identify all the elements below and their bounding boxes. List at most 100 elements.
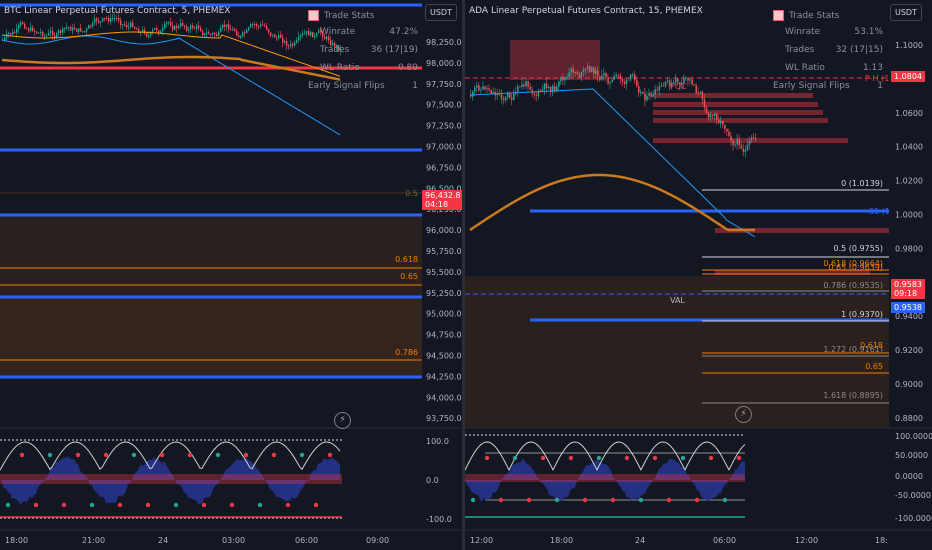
candle bbox=[695, 85, 697, 93]
candle bbox=[304, 33, 306, 35]
candle bbox=[272, 34, 274, 36]
candle bbox=[98, 20, 100, 23]
candle bbox=[78, 28, 80, 33]
currency-button[interactable]: USDT bbox=[425, 4, 457, 21]
ada-chart-canvas[interactable]: POC P-H (1. VAL S1 (1. 0 (1.0139) 0.5 (0.9755… bbox=[465, 0, 932, 550]
btc-chart-panel[interactable]: 0.5 0.618 0.65 0.786 98,250.0 98,000.0 97,750.… bbox=[0, 0, 462, 550]
ada-trade-stats: Trade Stats Winrate 53.1% Trades 32 (17|15… bbox=[773, 10, 883, 99]
candle bbox=[258, 26, 260, 28]
price-axis-label: 1.0600 bbox=[895, 109, 923, 118]
candle bbox=[748, 140, 751, 145]
candle bbox=[44, 35, 46, 37]
candle bbox=[134, 27, 136, 29]
candle bbox=[330, 40, 332, 46]
candle bbox=[126, 24, 128, 28]
flash-icon[interactable]: ⚡ bbox=[334, 412, 351, 429]
candle bbox=[252, 23, 254, 25]
candle bbox=[218, 32, 220, 37]
candle bbox=[220, 28, 222, 33]
candle bbox=[470, 95, 472, 97]
candle bbox=[486, 88, 488, 90]
flash-icon[interactable]: ⚡ bbox=[735, 406, 752, 423]
candle bbox=[62, 28, 64, 33]
candle bbox=[54, 35, 56, 38]
candle bbox=[521, 84, 523, 87]
candle bbox=[320, 30, 322, 32]
candle bbox=[284, 41, 286, 43]
candle bbox=[108, 18, 110, 22]
candle bbox=[611, 79, 613, 83]
currency-button[interactable]: USDT bbox=[890, 4, 922, 21]
candle bbox=[482, 86, 484, 90]
candle bbox=[533, 93, 536, 96]
candle bbox=[679, 82, 681, 85]
candle bbox=[256, 24, 258, 27]
candle bbox=[513, 93, 515, 100]
candle bbox=[726, 128, 728, 132]
val-price-tag: 0.9538 bbox=[891, 302, 925, 313]
osc-mid-band bbox=[465, 474, 745, 482]
candle bbox=[543, 83, 546, 90]
osc-dot bbox=[694, 497, 700, 503]
panel-divider[interactable] bbox=[462, 0, 465, 550]
candle bbox=[338, 45, 340, 51]
candle bbox=[677, 78, 679, 83]
price-axis-label: 93,750.0 bbox=[426, 414, 462, 423]
supply-block bbox=[653, 93, 813, 98]
candle bbox=[46, 35, 48, 37]
candle bbox=[184, 25, 186, 27]
candle bbox=[537, 90, 540, 96]
candle bbox=[545, 83, 548, 89]
osc-wave bbox=[0, 455, 340, 505]
osc-dot bbox=[498, 497, 504, 503]
price-axis-label: 95,000.0 bbox=[426, 310, 462, 319]
candle bbox=[82, 31, 84, 33]
osc-dot bbox=[19, 452, 25, 458]
candle bbox=[186, 26, 188, 31]
candle bbox=[276, 37, 278, 39]
osc-axis-label: 100.0000 bbox=[895, 432, 932, 441]
osc-dot bbox=[554, 497, 560, 503]
candle bbox=[488, 88, 490, 90]
osc-dot bbox=[512, 455, 518, 461]
osc-dot bbox=[484, 455, 490, 461]
candle bbox=[168, 22, 170, 24]
osc-dot bbox=[117, 502, 123, 508]
candle bbox=[214, 32, 216, 35]
candle bbox=[260, 24, 262, 27]
osc-dot bbox=[638, 497, 644, 503]
ma-slow-line bbox=[1, 55, 341, 81]
osc-dot bbox=[526, 497, 532, 503]
candle bbox=[310, 31, 312, 36]
candle bbox=[564, 78, 566, 81]
candle bbox=[264, 25, 266, 27]
candle bbox=[752, 137, 755, 139]
candle bbox=[675, 78, 677, 83]
wl-ratio-value: 1.13 bbox=[862, 63, 883, 73]
candle bbox=[136, 28, 138, 30]
candle bbox=[50, 31, 52, 34]
ada-chart-panel[interactable]: POC P-H (1. VAL S1 (1. 0 (1.0139) 0.5 (0.9755… bbox=[465, 0, 932, 550]
osc-dot bbox=[89, 502, 95, 508]
candle bbox=[658, 86, 661, 91]
supply-block bbox=[653, 102, 818, 107]
val-label: VAL bbox=[670, 296, 685, 305]
candle bbox=[640, 91, 642, 93]
ma-mid-line bbox=[1, 31, 341, 77]
candle bbox=[334, 43, 336, 47]
winrate-label: Winrate bbox=[320, 27, 356, 37]
osc-dot bbox=[61, 502, 67, 508]
candle bbox=[609, 82, 611, 84]
candle bbox=[118, 18, 120, 21]
candle bbox=[100, 21, 102, 23]
osc-wave bbox=[465, 458, 745, 502]
trades-value: 36 (17|19) bbox=[370, 45, 418, 55]
price-axis-label: 0.9400 bbox=[895, 312, 923, 321]
btc-chart-canvas[interactable]: 0.5 0.618 0.65 0.786 98,250.0 98,000.0 97,750.… bbox=[0, 0, 462, 550]
time-axis-label: 21:00 bbox=[82, 536, 105, 545]
candle bbox=[232, 29, 234, 31]
price-axis-label: 94,000.0 bbox=[426, 393, 462, 402]
candle bbox=[28, 28, 30, 32]
candle bbox=[24, 23, 26, 29]
stats-icon bbox=[773, 10, 784, 21]
